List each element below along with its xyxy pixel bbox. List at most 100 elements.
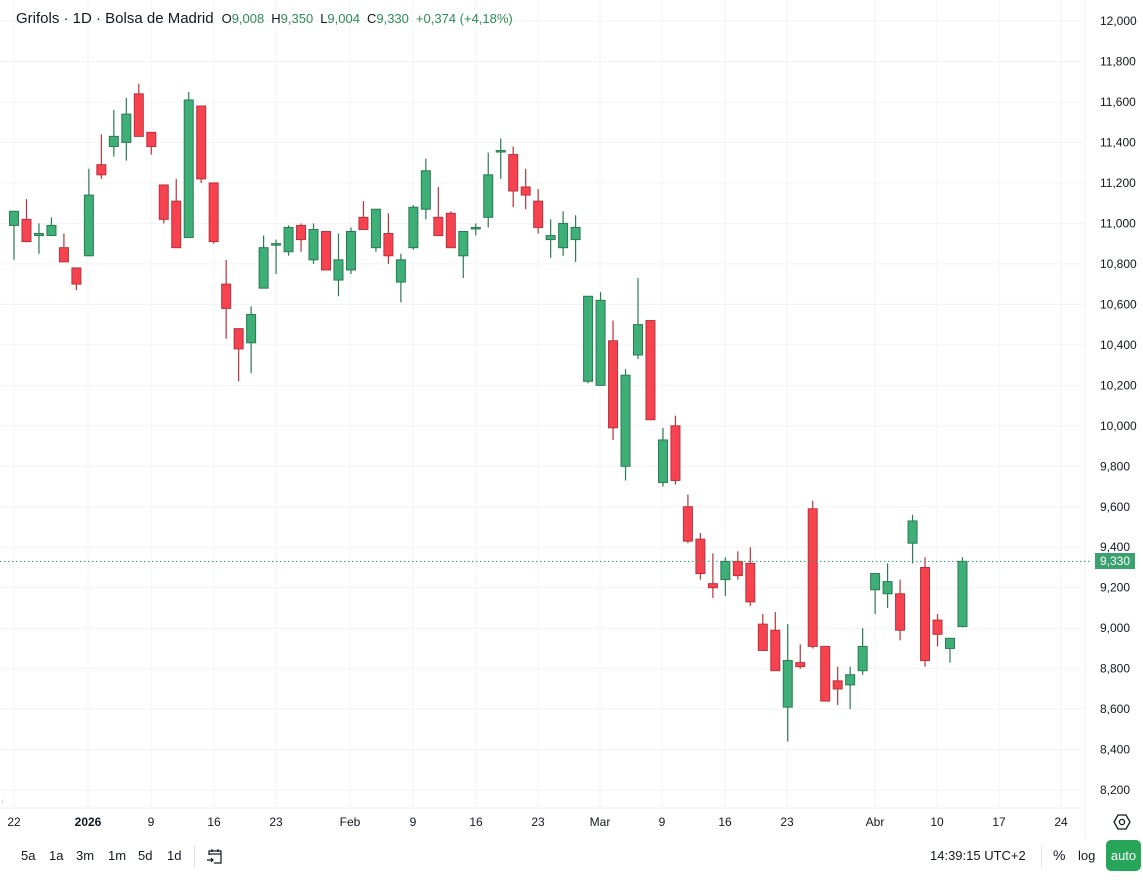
time-tick-label: 9 bbox=[148, 815, 155, 829]
percent-scale-button[interactable]: % bbox=[1053, 847, 1066, 863]
candle bbox=[33, 223, 44, 254]
time-tick-label: 9 bbox=[659, 815, 666, 829]
candle bbox=[533, 188, 544, 234]
candle bbox=[595, 292, 606, 386]
candle bbox=[183, 91, 194, 239]
price-tick-label: 9,600 bbox=[1100, 500, 1130, 514]
candle bbox=[820, 645, 831, 702]
candle bbox=[832, 666, 843, 706]
time-tick-label: Abr bbox=[866, 815, 885, 829]
range-5d-button[interactable]: 5d bbox=[138, 848, 153, 863]
candle bbox=[296, 223, 307, 252]
chart-settings-button[interactable] bbox=[1112, 812, 1132, 832]
time-tick-label: 23 bbox=[780, 815, 794, 829]
candle bbox=[171, 178, 182, 249]
price-tick-label: 10,400 bbox=[1100, 338, 1137, 352]
price-tick-label: 9,800 bbox=[1100, 459, 1130, 473]
ohlc-low: L9,004 bbox=[320, 11, 360, 26]
candle bbox=[882, 563, 893, 608]
candle bbox=[221, 259, 232, 339]
time-tick-label: 22 bbox=[7, 815, 21, 829]
candle bbox=[770, 612, 781, 672]
candle bbox=[807, 500, 818, 649]
candle bbox=[333, 233, 344, 297]
auto-scale-button[interactable]: auto bbox=[1106, 840, 1141, 871]
candle bbox=[196, 105, 207, 183]
candle bbox=[895, 579, 906, 641]
ohlc-close: C9,330 bbox=[366, 11, 409, 26]
candle bbox=[395, 253, 406, 303]
candle bbox=[121, 97, 132, 161]
price-tick-label: 12,000 bbox=[1100, 14, 1137, 28]
candle bbox=[133, 83, 144, 137]
ohlc-open: O9,008 bbox=[221, 11, 265, 26]
candle bbox=[732, 551, 743, 580]
candle bbox=[682, 494, 693, 544]
candle bbox=[757, 614, 768, 651]
range-1m-button[interactable]: 1m bbox=[108, 848, 127, 863]
candle bbox=[720, 557, 731, 596]
ohlc-high: H9,350 bbox=[271, 11, 314, 26]
price-tick-label: 11,200 bbox=[1100, 176, 1136, 190]
candle bbox=[458, 230, 469, 279]
range-5y-button[interactable]: 5a bbox=[21, 848, 36, 863]
price-tick-label: 11,400 bbox=[1100, 135, 1136, 149]
candlestick-chart[interactable]: 12,000 11,800 11,600 11,400 11,200 11,000 10,8… bbox=[0, 0, 1143, 838]
time-tick-label: 2026 bbox=[75, 815, 102, 829]
range-3m-button[interactable]: 3m bbox=[76, 848, 95, 863]
price-tick-label: 10,600 bbox=[1100, 297, 1137, 311]
candle bbox=[258, 235, 269, 289]
price-axis[interactable]: 12,000 11,800 11,600 11,400 11,200 11,000 10,8… bbox=[1100, 14, 1137, 797]
toolbar-divider bbox=[1041, 846, 1042, 868]
symbol-title[interactable]: Grifols · 1D · Bolsa de Madrid bbox=[16, 10, 214, 27]
time-tick-label: 23 bbox=[269, 815, 283, 829]
candle bbox=[321, 230, 331, 271]
candle bbox=[9, 210, 19, 260]
candle bbox=[570, 215, 581, 262]
time-tick-label: 17 bbox=[992, 815, 1006, 829]
timezone-clock[interactable]: 14:39:15 UTC+2 bbox=[930, 848, 1026, 863]
candle bbox=[657, 427, 668, 487]
price-change: +0,374 (+4,18%) bbox=[415, 11, 513, 26]
candle bbox=[208, 182, 219, 244]
log-scale-button[interactable]: log bbox=[1078, 848, 1096, 863]
time-axis[interactable]: 22 2026 9 16 23 Feb 9 16 23 Mar 9 16 23 Abr 10 17 24 bbox=[7, 815, 1068, 829]
candle bbox=[433, 186, 444, 237]
candle bbox=[645, 320, 656, 421]
scroll-left-icon[interactable]: ‹ bbox=[1, 796, 5, 807]
range-1y-button[interactable]: 1a bbox=[49, 848, 64, 863]
candle bbox=[445, 211, 456, 249]
bottom-toolbar: 5a 1a 3m 1m 5d 1d 14:39:15 UTC+2 % log a… bbox=[0, 838, 1143, 882]
go-to-date-button[interactable] bbox=[205, 847, 225, 867]
candle bbox=[857, 628, 868, 675]
price-tick-label: 8,400 bbox=[1100, 743, 1130, 757]
time-tick-label: 9 bbox=[410, 815, 417, 829]
time-tick-label: 10 bbox=[930, 815, 944, 829]
candle bbox=[920, 557, 931, 667]
candle bbox=[345, 227, 356, 274]
time-tick-label: 23 bbox=[531, 815, 545, 829]
candle bbox=[483, 152, 494, 228]
range-1d-button[interactable]: 1d bbox=[167, 848, 182, 863]
candle bbox=[520, 168, 531, 210]
chart-legend: Grifols · 1D · Bolsa de Madrid O9,008 H9… bbox=[16, 10, 513, 27]
price-tick-label: 8,600 bbox=[1100, 702, 1130, 716]
candle bbox=[583, 295, 594, 384]
candle bbox=[83, 168, 94, 257]
time-tick-label: 16 bbox=[207, 815, 221, 829]
price-tick-label: 11,600 bbox=[1100, 95, 1136, 109]
candle bbox=[271, 239, 282, 274]
candle bbox=[283, 225, 294, 256]
candle bbox=[558, 211, 569, 256]
candle bbox=[870, 573, 881, 615]
time-tick-label: 24 bbox=[1054, 815, 1068, 829]
candle bbox=[907, 514, 918, 564]
candle bbox=[707, 553, 718, 598]
candle bbox=[782, 624, 793, 742]
candle bbox=[670, 415, 681, 485]
candle bbox=[146, 131, 157, 155]
price-tick-label: 9,000 bbox=[1100, 621, 1130, 635]
candle bbox=[108, 110, 119, 157]
candle bbox=[932, 614, 943, 647]
candle bbox=[795, 644, 806, 669]
